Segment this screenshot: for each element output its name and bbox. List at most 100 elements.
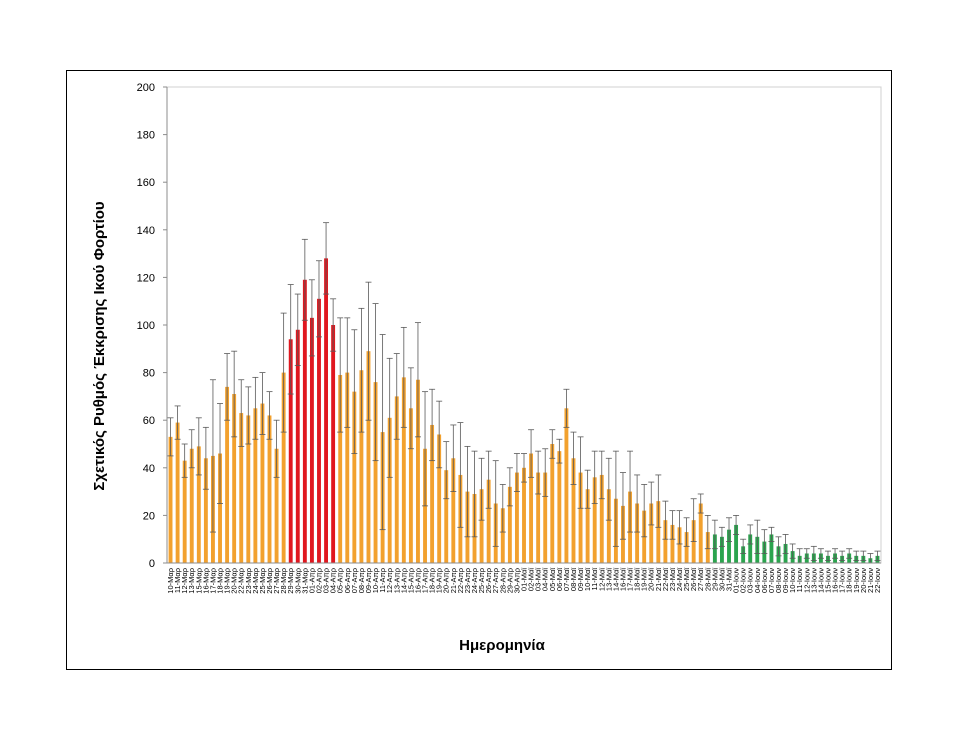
x-tick-label: 18-Μαρ bbox=[216, 568, 225, 594]
x-tick-label: 02-Απρ bbox=[314, 568, 323, 593]
x-tick-label: 03-Ιουν bbox=[746, 568, 755, 593]
bar bbox=[444, 470, 449, 563]
bar bbox=[260, 403, 265, 563]
bar bbox=[302, 279, 307, 563]
x-tick-label: 21-Ιουν bbox=[866, 568, 875, 593]
x-tick-label: 03-Απρ bbox=[322, 568, 331, 593]
x-tick-label: 04-Απρ bbox=[329, 568, 338, 593]
bar bbox=[373, 382, 378, 563]
bar bbox=[663, 520, 668, 563]
bar bbox=[592, 477, 597, 563]
x-tick-label: 12-Απρ bbox=[385, 568, 394, 593]
x-tick-label: 22-Απρ bbox=[456, 568, 465, 593]
x-tick-label: 12-Μαϊ bbox=[597, 568, 606, 591]
bar bbox=[557, 451, 562, 563]
x-tick-label: 10-Μαρ bbox=[166, 568, 175, 594]
x-tick-label: 20-Μαϊ bbox=[647, 568, 656, 591]
bar bbox=[267, 415, 272, 563]
x-tick-label: 11-Απρ bbox=[378, 568, 387, 593]
x-tick-label: 15-Ιουν bbox=[823, 568, 832, 593]
bar bbox=[649, 503, 654, 563]
bar bbox=[331, 325, 336, 563]
x-tick-label: 25-Μαρ bbox=[258, 568, 267, 594]
x-tick-label: 14-Ιουν bbox=[816, 568, 825, 593]
bar bbox=[387, 417, 392, 563]
x-tick-label: 19-Μαρ bbox=[223, 568, 232, 594]
y-tick-label: 140 bbox=[137, 225, 155, 237]
x-tick-label: 31-Μαρ bbox=[300, 568, 309, 594]
bar bbox=[253, 408, 258, 563]
x-tick-label: 07-Μαϊ bbox=[562, 568, 571, 591]
bar bbox=[218, 453, 222, 563]
bar bbox=[585, 489, 590, 563]
x-tick-label: 20-Ιουν bbox=[859, 568, 868, 593]
x-tick-label: 27-Απρ bbox=[491, 568, 500, 593]
x-tick-label: 13-Μαρ bbox=[187, 568, 196, 594]
x-tick-label: 26-Μαϊ bbox=[689, 568, 698, 591]
x-tick-label: 17-Μαϊ bbox=[626, 568, 635, 591]
x-tick-label: 07-Ιουν bbox=[767, 568, 776, 593]
x-tick-label: 16-Απρ bbox=[413, 568, 422, 593]
bar bbox=[430, 424, 435, 563]
x-tick-label: 23-Μαϊ bbox=[668, 568, 677, 591]
bar bbox=[507, 486, 512, 563]
bar bbox=[246, 415, 251, 563]
x-tick-label: 24-Απρ bbox=[470, 568, 479, 593]
x-tick-label: 10-Μαϊ bbox=[583, 568, 592, 591]
bar bbox=[309, 317, 314, 563]
x-tick-label: 09-Μαϊ bbox=[576, 568, 585, 591]
x-tick-label: 06-Μαϊ bbox=[555, 568, 564, 591]
x-tick-label: 28-Απρ bbox=[498, 568, 507, 593]
x-tick-label: 05-Μαϊ bbox=[548, 568, 557, 591]
bar bbox=[522, 467, 526, 563]
x-tick-label: 22-Ιουν bbox=[873, 568, 882, 593]
x-tick-label: 14-Μαϊ bbox=[611, 568, 620, 591]
bar bbox=[684, 532, 689, 563]
x-tick-label: 06-Ιουν bbox=[760, 568, 769, 593]
x-tick-label: 29-Απρ bbox=[505, 568, 514, 593]
x-tick-label: 30-Μαϊ bbox=[717, 568, 726, 591]
x-tick-label: 15-Απρ bbox=[406, 568, 415, 593]
bar bbox=[359, 370, 364, 563]
y-tick-label: 120 bbox=[137, 272, 155, 284]
bar bbox=[529, 453, 534, 563]
x-tick-label: 16-Μαρ bbox=[201, 568, 210, 594]
x-tick-label: 29-Μαϊ bbox=[710, 568, 719, 591]
x-tick-label: 17-Απρ bbox=[421, 568, 430, 593]
bar bbox=[168, 436, 173, 563]
x-tick-label: 06-Απρ bbox=[343, 568, 352, 593]
x-tick-label: 11-Ιουν bbox=[795, 568, 804, 593]
x-tick-label: 21-Μαϊ bbox=[654, 568, 663, 591]
bar bbox=[677, 527, 682, 563]
axes bbox=[163, 86, 881, 564]
x-tick-label: 18-Απρ bbox=[428, 568, 437, 593]
bar bbox=[656, 501, 661, 563]
x-tick-label: 28-Μαϊ bbox=[703, 568, 712, 591]
bar bbox=[437, 434, 442, 563]
bar bbox=[203, 458, 208, 563]
x-tick-label: 20-Απρ bbox=[442, 568, 451, 593]
bar bbox=[719, 536, 724, 563]
bar bbox=[281, 372, 286, 563]
x-tick-label: 13-Ιουν bbox=[809, 568, 818, 593]
x-tick-label: 13-Απρ bbox=[392, 568, 401, 593]
x-tick-label: 22-Μαρ bbox=[237, 568, 246, 594]
x-tick-labels: 10-Μαρ11-Μαρ12-Μαρ13-Μαρ15-Μαρ16-Μαρ17-Μ… bbox=[166, 568, 882, 594]
bar bbox=[550, 444, 555, 563]
bar bbox=[196, 446, 201, 563]
x-tick-label: 08-Απρ bbox=[357, 568, 366, 593]
x-tick-label: 13-Μαϊ bbox=[604, 568, 613, 591]
x-tick-label: 03-Μαϊ bbox=[534, 568, 543, 591]
x-tick-label: 14-Απρ bbox=[399, 568, 408, 593]
x-tick-label: 26-Μαρ bbox=[265, 568, 274, 594]
x-tick-label: 24-Μαρ bbox=[251, 568, 260, 594]
x-tick-label: 08-Μαϊ bbox=[569, 568, 578, 591]
bar bbox=[748, 534, 753, 563]
bar bbox=[698, 503, 703, 563]
x-tick-label: 11-Μαρ bbox=[173, 568, 182, 593]
bar bbox=[189, 448, 194, 563]
x-tick-label: 27-Μαϊ bbox=[696, 568, 705, 591]
x-tick-label: 01-Ιουν bbox=[732, 568, 741, 593]
x-tick-label: 04-Ιουν bbox=[753, 568, 762, 593]
bar bbox=[182, 460, 187, 563]
